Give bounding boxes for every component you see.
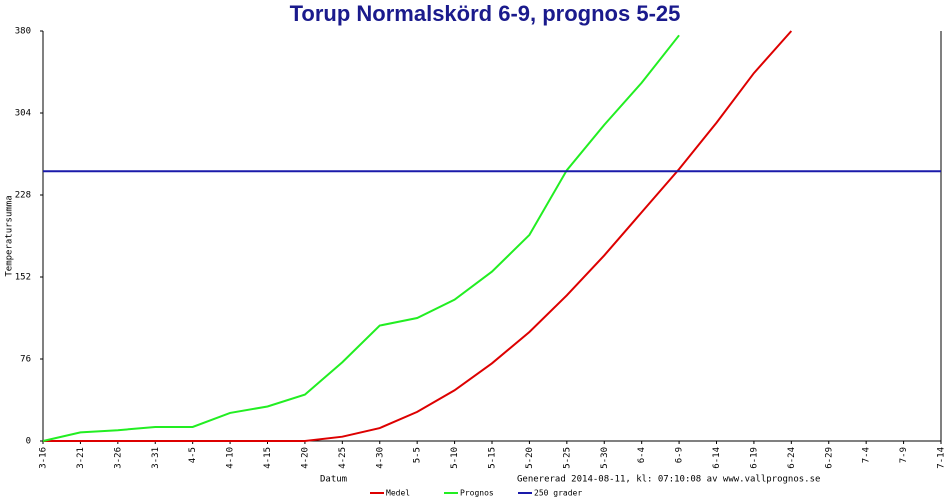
x-tick-label: 3-31 <box>151 447 161 469</box>
legend-label: 250 grader <box>534 489 582 498</box>
x-axis-label: Datum <box>320 475 347 485</box>
chart-title: Torup Normalskörd 6-9, prognos 5-25 <box>290 1 681 26</box>
x-tick-label: 5-25 <box>562 447 572 469</box>
series-line <box>42 34 680 442</box>
y-axis-label: Temperatursumma <box>5 195 15 276</box>
footer: Genererad 2014-08-11, kl: 07:10:08 av ww… <box>517 475 820 485</box>
x-tick-label: 4-15 <box>263 447 273 469</box>
x-tick-label: 3-26 <box>113 447 123 469</box>
x-tick-label: 5-5 <box>413 447 423 463</box>
y-tick-label: 76 <box>20 355 31 365</box>
x-tick-label: 6-14 <box>712 447 722 469</box>
x-tick-label: 4-30 <box>375 447 385 469</box>
x-tick-label: 6-9 <box>675 447 685 463</box>
x-tick-label: 6-29 <box>824 447 834 469</box>
legend-label: Prognos <box>460 489 494 498</box>
x-tick-label: 6-4 <box>637 447 647 463</box>
x-tick-label: 7-4 <box>862 447 872 463</box>
y-tick-label: 228 <box>15 191 31 201</box>
x-tick-label: 6-24 <box>787 447 797 469</box>
y-tick-label: 380 <box>15 27 31 37</box>
x-tick-label: 5-10 <box>450 447 460 469</box>
x-tick-label: 4-5 <box>188 447 198 463</box>
series-line <box>43 30 793 442</box>
x-tick-label: 7-14 <box>937 447 947 469</box>
x-tick-label: 3-21 <box>76 447 86 469</box>
y-tick-label: 152 <box>15 273 31 283</box>
x-tick-label: 4-20 <box>300 447 310 469</box>
x-tick-label: 6-19 <box>749 447 759 469</box>
y-tick-label: 304 <box>15 109 31 119</box>
x-tick-label: 4-10 <box>226 447 236 469</box>
x-tick-label: 7-9 <box>899 447 909 463</box>
x-tick-label: 4-25 <box>338 447 348 469</box>
x-tick-label: 3-16 <box>39 447 49 469</box>
x-tick-label: 5-15 <box>488 447 498 469</box>
legend-label: Medel <box>386 489 410 498</box>
y-tick-label: 0 <box>26 437 31 447</box>
x-tick-label: 5-20 <box>525 447 535 469</box>
x-tick-label: 5-30 <box>600 447 610 469</box>
